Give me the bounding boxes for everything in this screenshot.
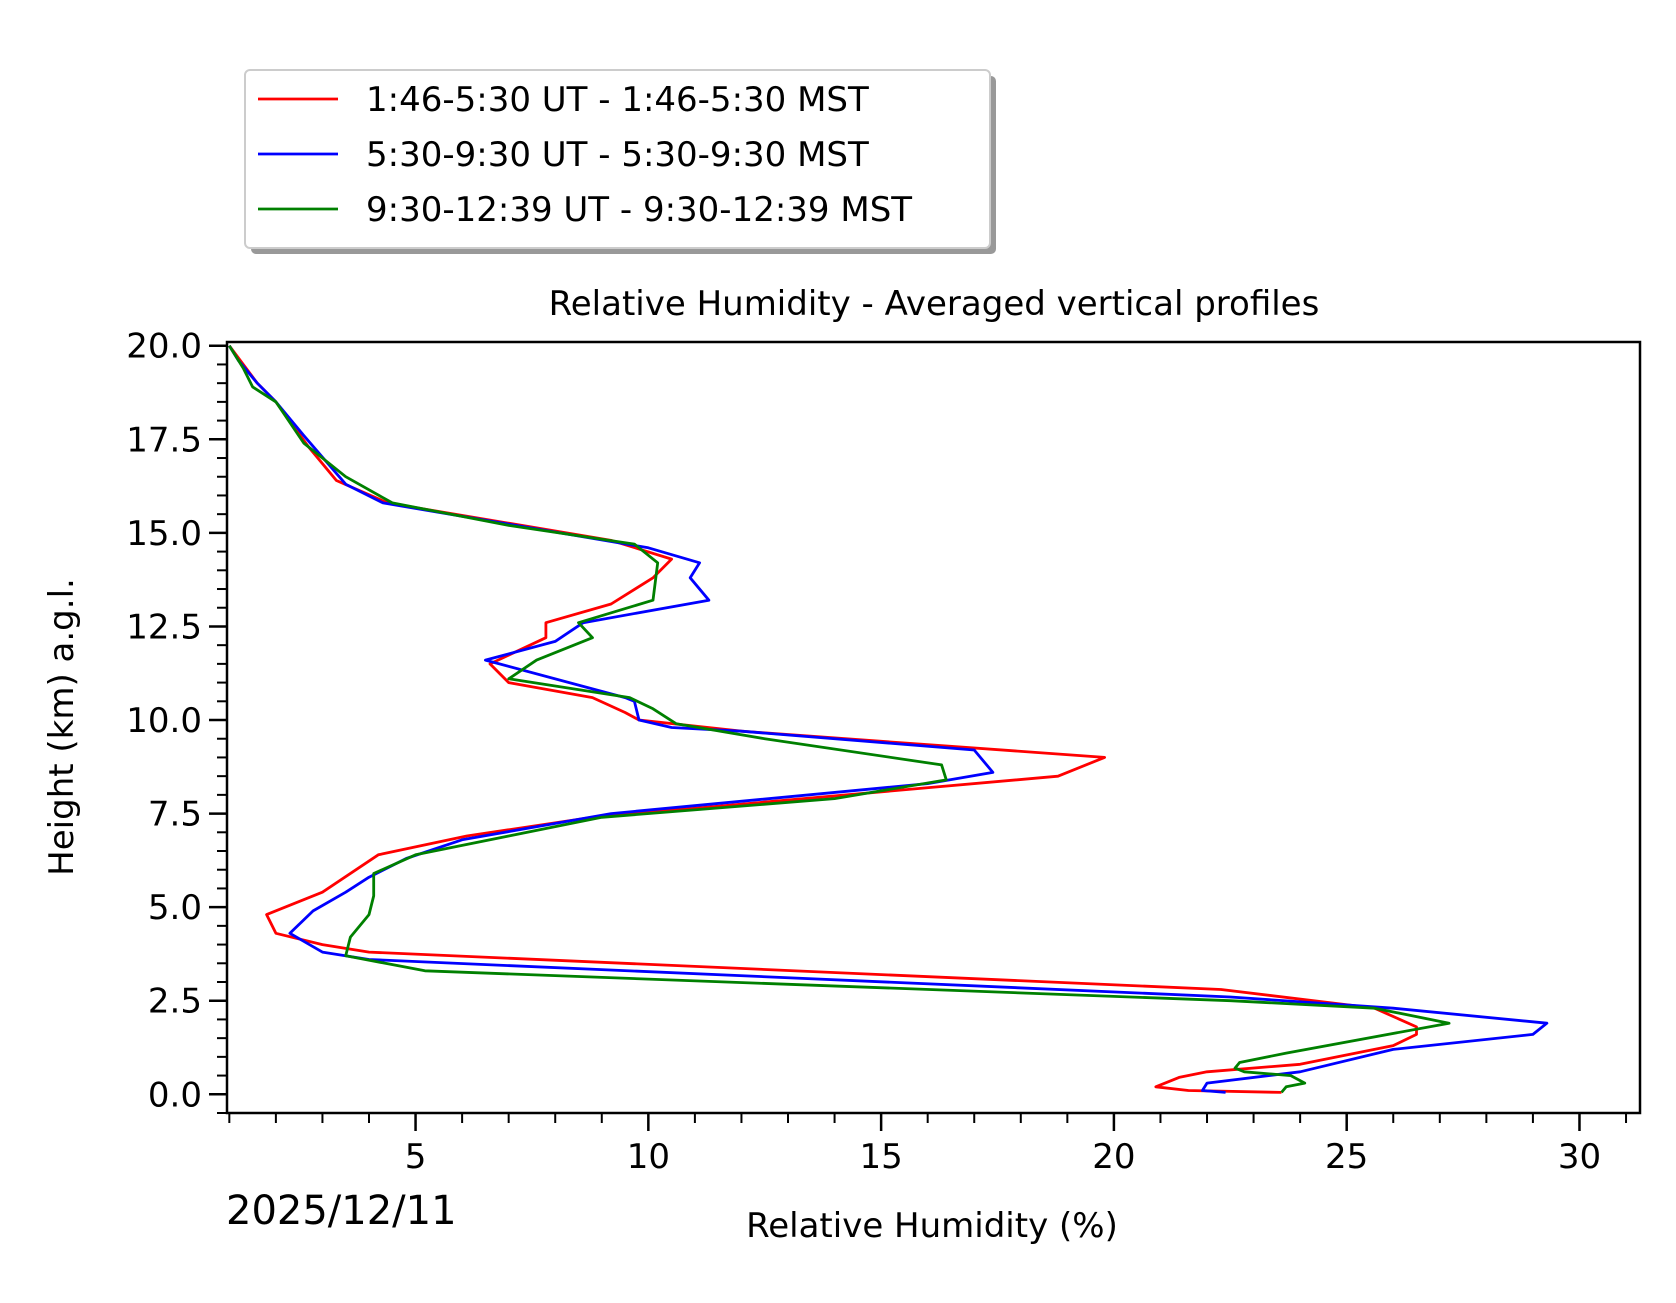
y-tick-label: 10.0 — [126, 701, 202, 741]
plot-area: 5 10 15 20 25 30 0.0 2.5 5.0 7.5 10.0 12.5 15.0 17.5… — [126, 327, 1642, 1177]
legend-label-3: 9:30-12:39 UT - 9:30-12:39 MST — [366, 190, 912, 230]
legend-entries: 1:46-5:30 UT - 1:46-5:30 MST 5:30-9:30 UT… — [258, 80, 912, 230]
plot-frame — [225, 340, 1642, 1115]
y-axis-ticks: 0.0 2.5 5.0 7.5 10.0 12.5 15.0 17.5 20.0 — [126, 327, 227, 1115]
series-layer — [228, 344, 1549, 1094]
legend-label-1: 1:46-5:30 UT - 1:46-5:30 MST — [366, 80, 869, 120]
x-tick-label: 30 — [1558, 1137, 1601, 1177]
y-tick-label: 12.5 — [126, 607, 202, 647]
y-axis-label: Height (km) a.g.l. — [42, 578, 82, 876]
y-tick-label: 17.5 — [126, 420, 202, 460]
plot-background — [227, 342, 1640, 1113]
date-label: 2025/12/11 — [226, 1188, 457, 1234]
x-tick-label: 20 — [1092, 1137, 1135, 1177]
x-axis-ticks: 5 10 15 20 25 30 — [228, 1113, 1628, 1177]
x-tick-label: 5 — [405, 1137, 427, 1177]
legend: 1:46-5:30 UT - 1:46-5:30 MST 5:30-9:30 UT… — [244, 69, 996, 254]
legend-frame — [244, 69, 991, 249]
y-tick-label: 20.0 — [126, 327, 202, 367]
y-tick-label: 0.0 — [148, 1075, 202, 1115]
x-tick-label: 25 — [1325, 1137, 1368, 1177]
chart-title: Relative Humidity - Averaged vertical pr… — [549, 284, 1320, 324]
y-tick-label: 2.5 — [148, 982, 202, 1022]
y-tick-label: 5.0 — [148, 888, 202, 928]
y-tick-label: 7.5 — [148, 795, 202, 835]
series-line-3 — [228, 344, 1451, 1094]
legend-label-2: 5:30-9:30 UT - 5:30-9:30 MST — [366, 135, 869, 175]
y-tick-label: 15.0 — [126, 514, 202, 554]
x-axis-label: Relative Humidity (%) — [746, 1206, 1118, 1246]
x-tick-label: 10 — [627, 1137, 670, 1177]
x-tick-label: 15 — [859, 1137, 902, 1177]
